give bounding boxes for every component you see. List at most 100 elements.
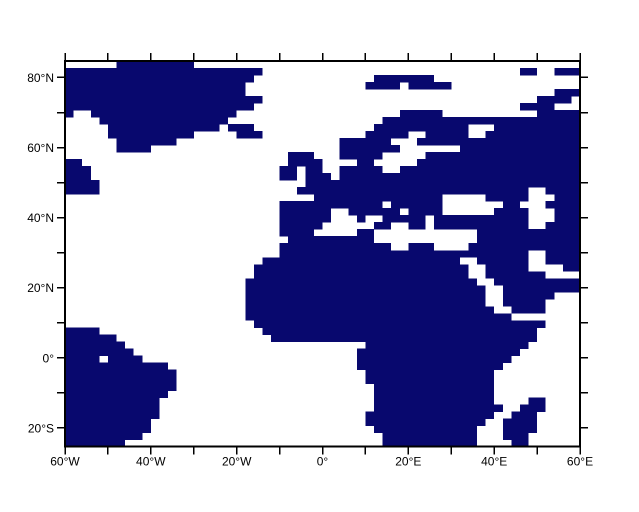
x-tick-label: 40°W xyxy=(136,455,166,469)
land-cell-run xyxy=(356,348,520,356)
land-cell-run xyxy=(468,243,580,251)
land-cell-run xyxy=(356,215,366,223)
land-cell-run xyxy=(65,159,83,167)
land-cell-run xyxy=(459,145,580,153)
land-cell-run xyxy=(537,96,572,104)
land-cell-run xyxy=(107,131,194,139)
land-cell-run xyxy=(399,110,443,118)
x-tick-label: 40°E xyxy=(481,455,507,469)
land-cell-run xyxy=(65,82,246,90)
land-cell-run xyxy=(65,397,160,405)
land-cell-run xyxy=(339,138,392,146)
land-cell-run xyxy=(485,264,529,272)
land-cell-run xyxy=(65,369,177,377)
x-tick-label: 60°W xyxy=(50,455,80,469)
land-cell-run xyxy=(545,187,580,195)
land-cell-run xyxy=(374,390,495,398)
land-cell-run xyxy=(365,376,495,384)
land-cell-run xyxy=(65,376,177,384)
land-cell-run xyxy=(511,439,529,447)
land-cell-run xyxy=(382,117,580,125)
land-cell-run xyxy=(90,110,237,118)
land-cell-run xyxy=(502,432,529,440)
land-cell-run xyxy=(279,243,392,251)
land-cell-run xyxy=(494,278,580,286)
land-cell-run xyxy=(416,159,580,167)
land-cell-run xyxy=(245,292,486,300)
land-cell-run xyxy=(356,355,512,363)
land-cell-run xyxy=(485,271,546,279)
land-cell-run xyxy=(348,208,400,216)
land-cell-run xyxy=(408,208,443,216)
land-cell-run xyxy=(313,194,443,202)
land-cell-run xyxy=(305,166,323,174)
land-cell-run xyxy=(554,194,580,202)
land-cell-run xyxy=(511,306,546,314)
land-cell-run xyxy=(425,131,469,139)
land-cell-run xyxy=(245,306,495,314)
land-cell-run xyxy=(399,166,580,174)
land-cell-run xyxy=(65,89,246,97)
land-cell-run xyxy=(65,166,91,174)
land-cell-run xyxy=(519,103,555,111)
x-tick-label: 60°E xyxy=(567,455,593,469)
land-cell-run xyxy=(305,180,580,188)
land-cell-run xyxy=(288,152,314,160)
land-cell-run xyxy=(65,103,254,111)
land-cell-run xyxy=(116,61,194,69)
x-tick-label: 20°W xyxy=(222,455,252,469)
land-cell-run xyxy=(356,362,503,370)
land-cell-run xyxy=(365,82,400,90)
land-cell-run xyxy=(374,404,503,412)
y-tick-label: 60°N xyxy=(27,141,54,155)
land-cell-run xyxy=(554,89,580,97)
land-cell-run xyxy=(65,341,126,349)
land-cell-run xyxy=(271,334,538,342)
land-cell-run xyxy=(477,229,580,237)
land-cell-run xyxy=(554,215,580,223)
land-cell-run xyxy=(279,201,383,209)
axis-ticks xyxy=(57,53,588,455)
land-cell-run xyxy=(545,257,580,265)
land-cell-run xyxy=(279,215,332,223)
land-cell-run xyxy=(374,124,469,132)
land-cell-run xyxy=(382,215,426,223)
land-cell-run xyxy=(339,173,580,181)
land-cell-run xyxy=(245,278,477,286)
land-cell-run xyxy=(99,117,229,125)
land-cell-run xyxy=(365,411,495,419)
land-cell-run xyxy=(365,341,529,349)
land-cell-run xyxy=(65,187,100,195)
land-cell-run xyxy=(65,96,263,104)
land-cell-run xyxy=(391,201,443,209)
land-cell-run xyxy=(65,362,168,370)
land-cell-run xyxy=(425,152,580,160)
land-cell-run xyxy=(502,425,538,433)
land-cell-run xyxy=(356,159,374,167)
land-cell-run xyxy=(545,222,580,230)
land-cell-run xyxy=(519,404,546,412)
land-cell-run xyxy=(554,68,580,76)
land-cell-run xyxy=(502,418,538,426)
land-cell-run xyxy=(339,152,383,160)
land-cell-run xyxy=(65,327,100,335)
land-cell-run xyxy=(374,383,495,391)
land-cell-run xyxy=(288,236,374,244)
y-tick-label: 80°N xyxy=(27,71,54,85)
land-cell-run xyxy=(365,131,409,139)
land-cell-run xyxy=(279,166,297,174)
land-cell-run xyxy=(107,124,220,132)
land-cell-run xyxy=(537,110,580,118)
land-cell-run xyxy=(511,411,538,419)
land-cell-run xyxy=(65,334,117,342)
land-cell-run xyxy=(339,145,400,153)
land-cell-run xyxy=(374,397,495,405)
land-cell-run xyxy=(279,208,332,216)
land-cell-run xyxy=(382,432,477,440)
land-cell-run xyxy=(65,390,168,398)
land-cell-run xyxy=(408,243,435,251)
land-cell-run xyxy=(365,418,486,426)
land-cell-run xyxy=(528,397,546,405)
